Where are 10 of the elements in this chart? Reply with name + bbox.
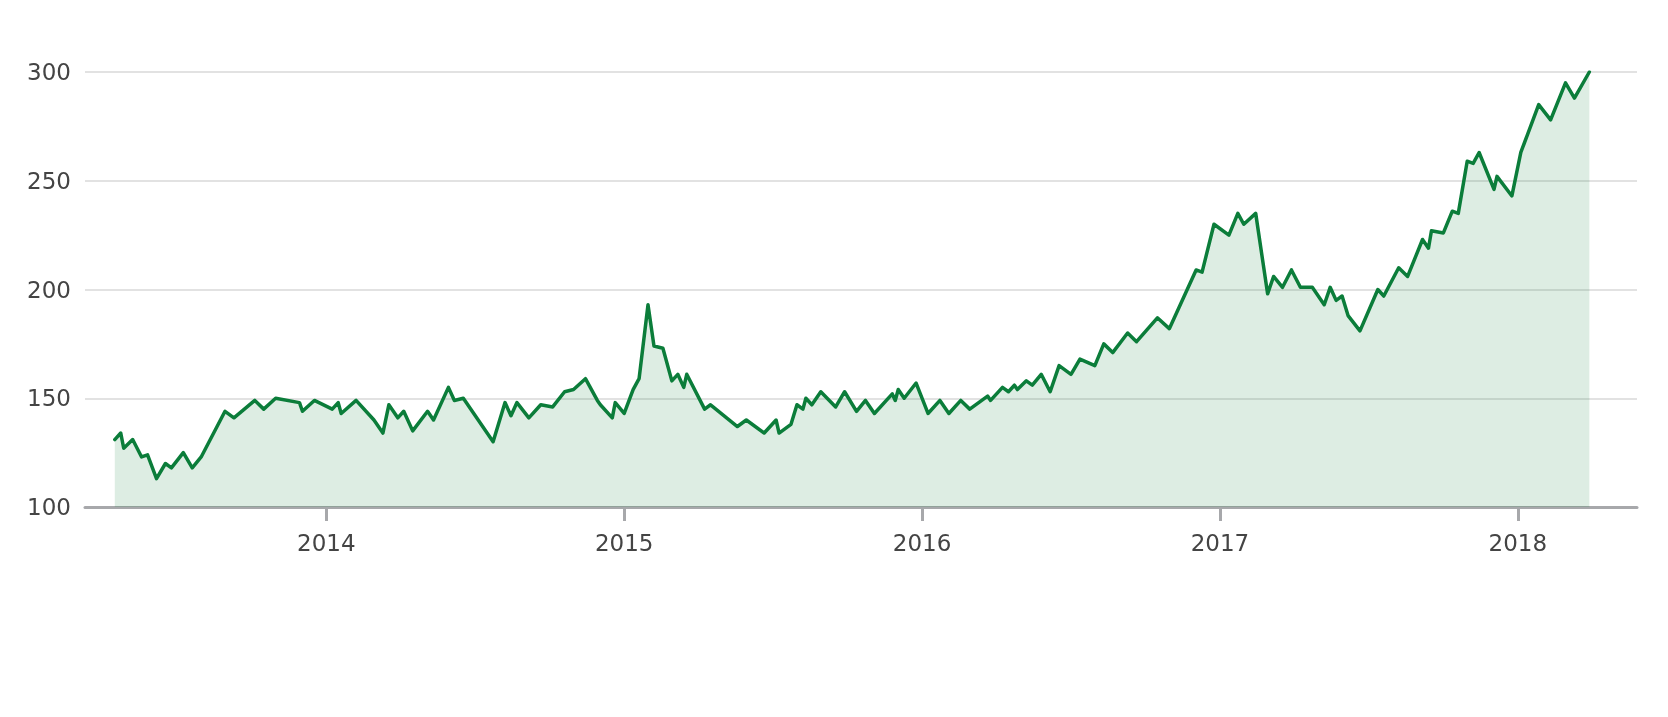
y-tick-label: 200 [27,276,71,303]
y-tick-label: 100 [27,494,71,520]
x-tick-label: 2017 [1190,529,1250,556]
y-tick-label: 150 [27,385,71,412]
x-tick-label: 2016 [892,529,952,556]
x-tick-label: 2015 [594,529,654,556]
x-tick-label: 2018 [1488,529,1548,556]
y-tick-label: 300 [27,59,71,85]
x-tick-label: 2014 [297,529,356,556]
y-tick-label: 250 [27,167,71,194]
